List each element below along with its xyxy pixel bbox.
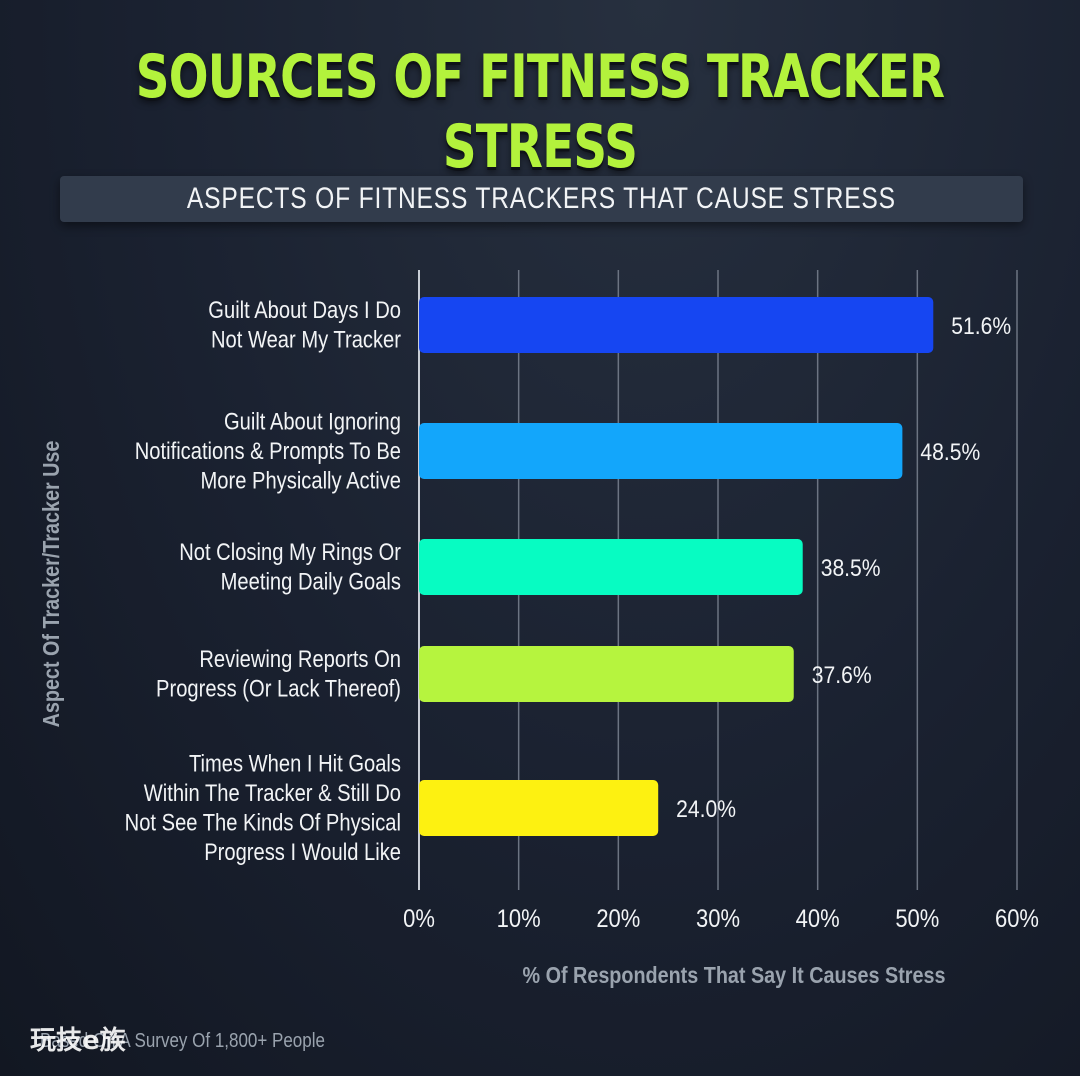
chart-title: SOURCES OF FITNESS TRACKER STRESS	[135, 42, 945, 182]
category-label: Times When I Hit Goals	[189, 750, 401, 777]
data-label: 51.6%	[951, 313, 1011, 340]
data-label: 38.5%	[821, 555, 881, 582]
y-axis-title: Aspect Of Tracker/Tracker Use	[39, 441, 65, 728]
x-axis-title: % Of Respondents That Say It Causes Stre…	[523, 963, 946, 989]
data-label: 37.6%	[812, 662, 872, 689]
footnote: Based On A Survey Of 1,800+ People	[40, 1030, 325, 1052]
category-label: Not Wear My Tracker	[211, 326, 402, 353]
bar	[419, 539, 803, 595]
category-label: Guilt About Days I Do	[208, 297, 401, 324]
bar	[419, 646, 794, 702]
category-label: Reviewing Reports On	[199, 646, 401, 673]
x-tick-label: 30%	[696, 905, 740, 933]
category-label: Progress I Would Like	[204, 839, 401, 866]
x-tick-label: 10%	[497, 905, 541, 933]
category-label: More Physically Active	[201, 467, 401, 494]
chart-subtitle: ASPECTS OF FITNESS TRACKERS THAT CAUSE S…	[186, 182, 896, 215]
category-label: Within The Tracker & Still Do	[144, 780, 401, 807]
category-label: Guilt About Ignoring	[224, 408, 401, 435]
x-tick-label: 50%	[895, 905, 939, 933]
subtitle-banner: ASPECTS OF FITNESS TRACKERS THAT CAUSE S…	[60, 176, 1023, 222]
value-labels: 51.6% 48.5% 38.5% 37.6% 24.0%	[676, 313, 1011, 823]
watermark-logo: 玩技e族	[30, 1026, 126, 1056]
x-tick-label: 20%	[596, 905, 640, 933]
bars	[419, 297, 934, 836]
category-label: Progress (Or Lack Thereof)	[156, 675, 401, 702]
bar	[419, 780, 659, 836]
category-label: Not See The Kinds Of Physical	[125, 809, 401, 836]
category-label: Meeting Daily Goals	[221, 568, 401, 595]
bar	[419, 423, 903, 479]
x-tick-label: 40%	[796, 905, 840, 933]
data-label: 24.0%	[676, 796, 736, 823]
category-label: Notifications & Prompts To Be	[135, 437, 401, 464]
data-label: 48.5%	[920, 439, 980, 466]
x-tick-labels: 0% 10% 20% 30% 40% 50% 60%	[403, 905, 1039, 933]
bar	[419, 297, 934, 353]
category-label: Not Closing My Rings Or	[179, 539, 401, 566]
x-tick-label: 0%	[403, 905, 435, 933]
x-tick-label: 60%	[995, 905, 1039, 933]
